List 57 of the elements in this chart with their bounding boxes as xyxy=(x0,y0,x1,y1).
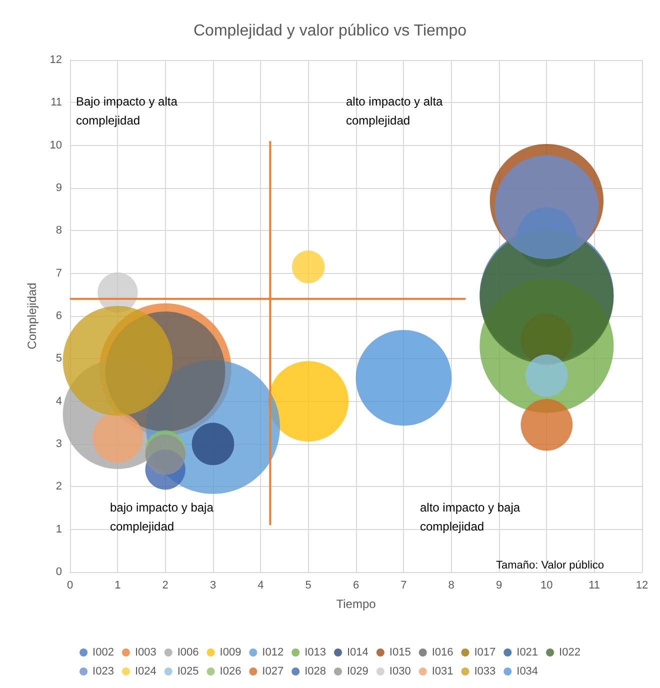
legend-label: I033 xyxy=(474,666,496,678)
x-tick-label: 12 xyxy=(636,580,648,592)
legend-label: I013 xyxy=(304,646,326,658)
x-axis-title: Tiempo xyxy=(336,597,376,611)
annotation: bajo impacto y baja complejidad xyxy=(110,500,217,534)
legend-label: I015 xyxy=(389,646,411,658)
chart-title: Complejidad y valor público vs Tiempo xyxy=(193,22,467,40)
y-tick-label: 0 xyxy=(56,566,62,578)
legend-label: I034 xyxy=(516,666,538,678)
y-tick-label: 11 xyxy=(50,96,62,109)
legend-label: I027 xyxy=(262,666,284,678)
x-tick-label: 1 xyxy=(114,580,121,592)
legend-label: I017 xyxy=(474,646,496,658)
legend-label: I028 xyxy=(304,666,326,678)
annotation: alto impacto y alta complejidad xyxy=(346,94,446,128)
y-tick-label: 10 xyxy=(50,139,62,152)
x-tick-label: 5 xyxy=(305,580,312,592)
y-tick-label: 12 xyxy=(50,54,62,66)
legend-label: I024 xyxy=(134,666,156,678)
x-tick-label: 3 xyxy=(210,580,216,592)
legend-label: I023 xyxy=(92,666,114,678)
legend-label: I030 xyxy=(389,666,411,678)
x-tick-label: 10 xyxy=(540,580,553,592)
legend-label: I026 xyxy=(220,666,242,678)
y-tick-label: 6 xyxy=(56,310,62,322)
annotation: Tamaño: Valor público xyxy=(496,560,604,572)
x-tick-label: 9 xyxy=(496,580,502,592)
y-tick-label: 4 xyxy=(56,395,62,408)
x-tick-label: 4 xyxy=(258,580,264,592)
legend-label: I012 xyxy=(262,646,284,658)
legend-label: I014 xyxy=(347,646,368,658)
x-tick-label: 0 xyxy=(66,580,74,592)
y-tick-label: 8 xyxy=(56,224,62,237)
x-tick-label: 7 xyxy=(400,580,407,592)
legend-label: I016 xyxy=(432,646,454,658)
y-tick-label: 9 xyxy=(56,182,62,194)
x-tick-label: 8 xyxy=(448,580,454,592)
annotation: alto impacto y baja complejidad xyxy=(420,500,524,534)
legend-label: I002 xyxy=(92,646,114,658)
legend-label: I003 xyxy=(134,646,156,658)
legend-label: I029 xyxy=(347,666,368,678)
legend-label: I009 xyxy=(220,646,242,658)
y-tick-label: 7 xyxy=(56,267,62,280)
x-tick-label: 6 xyxy=(352,580,360,592)
legend-label: I021 xyxy=(516,646,538,658)
y-axis-title: Complejidad xyxy=(25,282,39,350)
legend-label: I006 xyxy=(177,646,199,658)
legend-label: I025 xyxy=(177,666,199,678)
y-tick-label: 5 xyxy=(56,352,62,365)
y-tick-label: 2 xyxy=(56,480,62,493)
y-tick-label: 3 xyxy=(56,438,62,450)
legend-label: I022 xyxy=(559,646,580,658)
annotation: Bajo impacto y alta complejidad xyxy=(76,94,181,128)
x-tick-label: 2 xyxy=(162,580,168,592)
x-tick-label: 11 xyxy=(588,580,600,592)
legend-label: I031 xyxy=(432,666,454,678)
y-tick-label: 1 xyxy=(56,523,62,536)
